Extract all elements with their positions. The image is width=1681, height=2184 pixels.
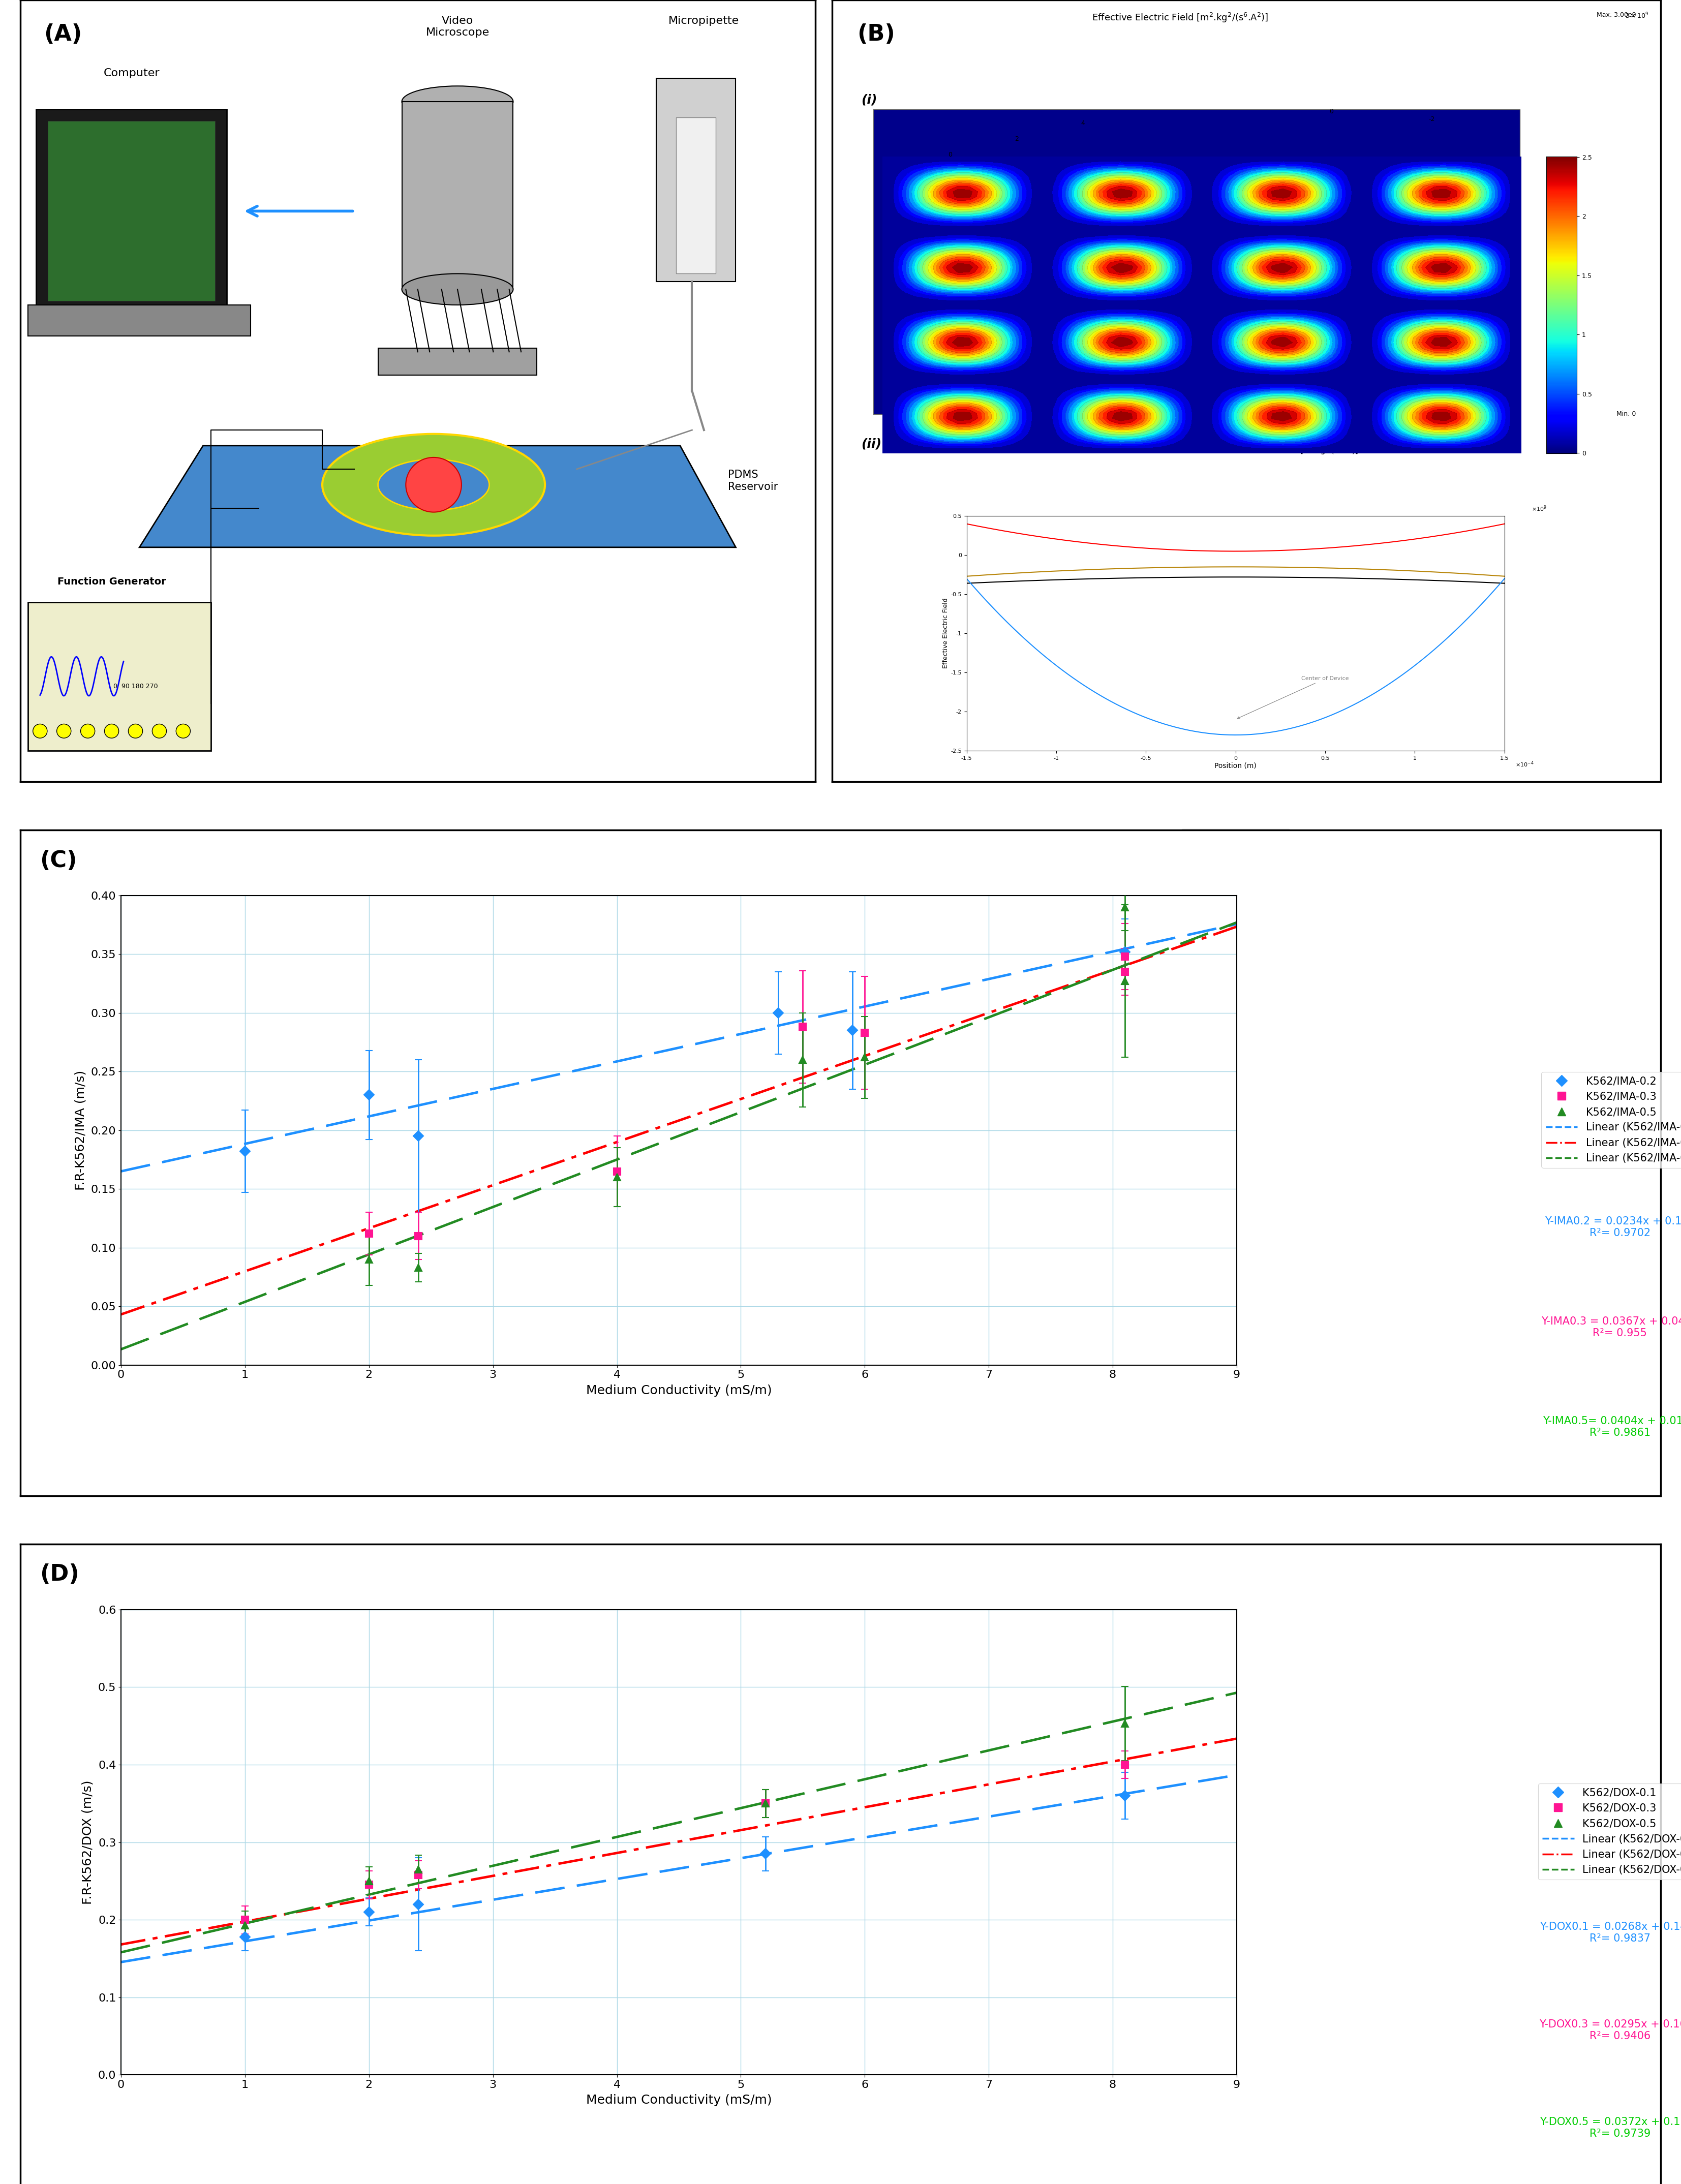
Text: -2: -2 [1429,116,1436,122]
Text: 0: 0 [1330,109,1333,116]
Y-axis label: F.R-K562/IMA (m/s): F.R-K562/IMA (m/s) [74,1070,86,1190]
Text: Y-DOX0.1 = 0.0268x + 0.1454
R²= 0.9837: Y-DOX0.1 = 0.0268x + 0.1454 R²= 0.9837 [1540,1922,1681,1944]
Text: (B): (B) [857,24,894,46]
Legend: K562/DOX-0.1, K562/DOX-0.3, K562/DOX-0.5, Linear (K562/DOX-0.1), Linear (K562/DO: K562/DOX-0.1, K562/DOX-0.3, K562/DOX-0.5… [1538,1784,1681,1880]
FancyBboxPatch shape [656,79,736,282]
Text: Max: 3.00e9: Max: 3.00e9 [1597,11,1636,17]
Legend: x axis, y axis, 45° with x axis, -45° with x axis: x axis, y axis, 45° with x axis, -45° wi… [1182,828,1289,845]
Text: $3\times10^9$: $3\times10^9$ [1626,11,1649,20]
Text: (ii): (ii) [861,437,881,450]
Text: 0  90 180 270: 0 90 180 270 [113,684,158,690]
Ellipse shape [402,85,513,118]
Circle shape [104,725,119,738]
FancyBboxPatch shape [49,120,215,301]
Text: Micropipette: Micropipette [669,15,740,26]
X-axis label: Medium Conductivity (mS/m): Medium Conductivity (mS/m) [587,1385,772,1396]
Text: Y-DOX0.5 = 0.0372x + 0.1580
R²= 0.9739: Y-DOX0.5 = 0.0372x + 0.1580 R²= 0.9739 [1540,2116,1681,2138]
Text: (i): (i) [861,94,877,107]
Legend: K562/IMA-0.2, K562/IMA-0.3, K562/IMA-0.5, Linear (K562/IMA-0.2), Linear (K562/IM: K562/IMA-0.2, K562/IMA-0.3, K562/IMA-0.5… [1541,1072,1681,1168]
Text: Video
Microscope: Video Microscope [425,15,489,37]
Text: (D): (D) [40,1564,79,1586]
Text: 4: 4 [1081,120,1084,127]
Text: -2: -2 [891,175,896,181]
Circle shape [128,725,143,738]
FancyBboxPatch shape [35,109,227,312]
Circle shape [34,725,47,738]
FancyBboxPatch shape [676,118,716,273]
Polygon shape [140,446,736,548]
Text: $\times10^{-4}$: $\times10^{-4}$ [1515,760,1533,769]
Ellipse shape [378,459,489,511]
Circle shape [177,725,190,738]
Text: (A): (A) [44,24,82,46]
FancyBboxPatch shape [402,103,513,288]
Text: $\times10^9$: $\times10^9$ [1531,505,1547,513]
Text: 0: 0 [948,151,951,157]
Text: Y-IMA0.2 = 0.0234x + 0.165
R²= 0.9702: Y-IMA0.2 = 0.0234x + 0.165 R²= 0.9702 [1545,1216,1681,1238]
Y-axis label: Effective Electric Field: Effective Electric Field [943,598,950,668]
Text: 2: 2 [1014,135,1019,142]
Ellipse shape [323,435,545,535]
Text: Function Generator: Function Generator [57,577,166,585]
Y-axis label: F.R-K562/DOX (m/s): F.R-K562/DOX (m/s) [82,1780,94,1904]
Circle shape [405,456,462,511]
Text: Y-DOX0.3 = 0.0295x + 0.1681
R²= 0.9406: Y-DOX0.3 = 0.0295x + 0.1681 R²= 0.9406 [1540,2020,1681,2042]
Text: Y-IMA0.3 = 0.0367x + 0.0431
R²= 0.955: Y-IMA0.3 = 0.0367x + 0.0431 R²= 0.955 [1541,1317,1681,1339]
Text: PDMS
Reservoir: PDMS Reservoir [728,470,778,491]
FancyBboxPatch shape [29,306,250,336]
Text: Computer: Computer [103,68,160,79]
Text: Effective Electric Field [m$^2$.kg$^2$/(s$^6$.A$^2$)]: Effective Electric Field [m$^2$.kg$^2$/(… [1093,11,1269,24]
X-axis label: Medium Conductivity (mS/m): Medium Conductivity (mS/m) [587,2094,772,2105]
Circle shape [81,725,94,738]
Ellipse shape [402,273,513,306]
Circle shape [57,725,71,738]
FancyBboxPatch shape [874,109,1520,415]
Text: Y-IMA0.5= 0.0404x + 0.0134
R²= 0.9861: Y-IMA0.5= 0.0404x + 0.0134 R²= 0.9861 [1543,1415,1681,1437]
Text: Center of Device: Center of Device [1237,677,1348,719]
Circle shape [153,725,166,738]
FancyBboxPatch shape [378,347,536,376]
Text: (C): (C) [40,850,77,871]
Text: Effective Electric Field
[m².kg²/(s⁶.A²)]: Effective Electric Field [m².kg²/(s⁶.A²)… [1286,437,1372,454]
Text: Min: 0: Min: 0 [1617,411,1636,417]
X-axis label: Position (m): Position (m) [1214,762,1257,769]
FancyBboxPatch shape [29,603,212,751]
